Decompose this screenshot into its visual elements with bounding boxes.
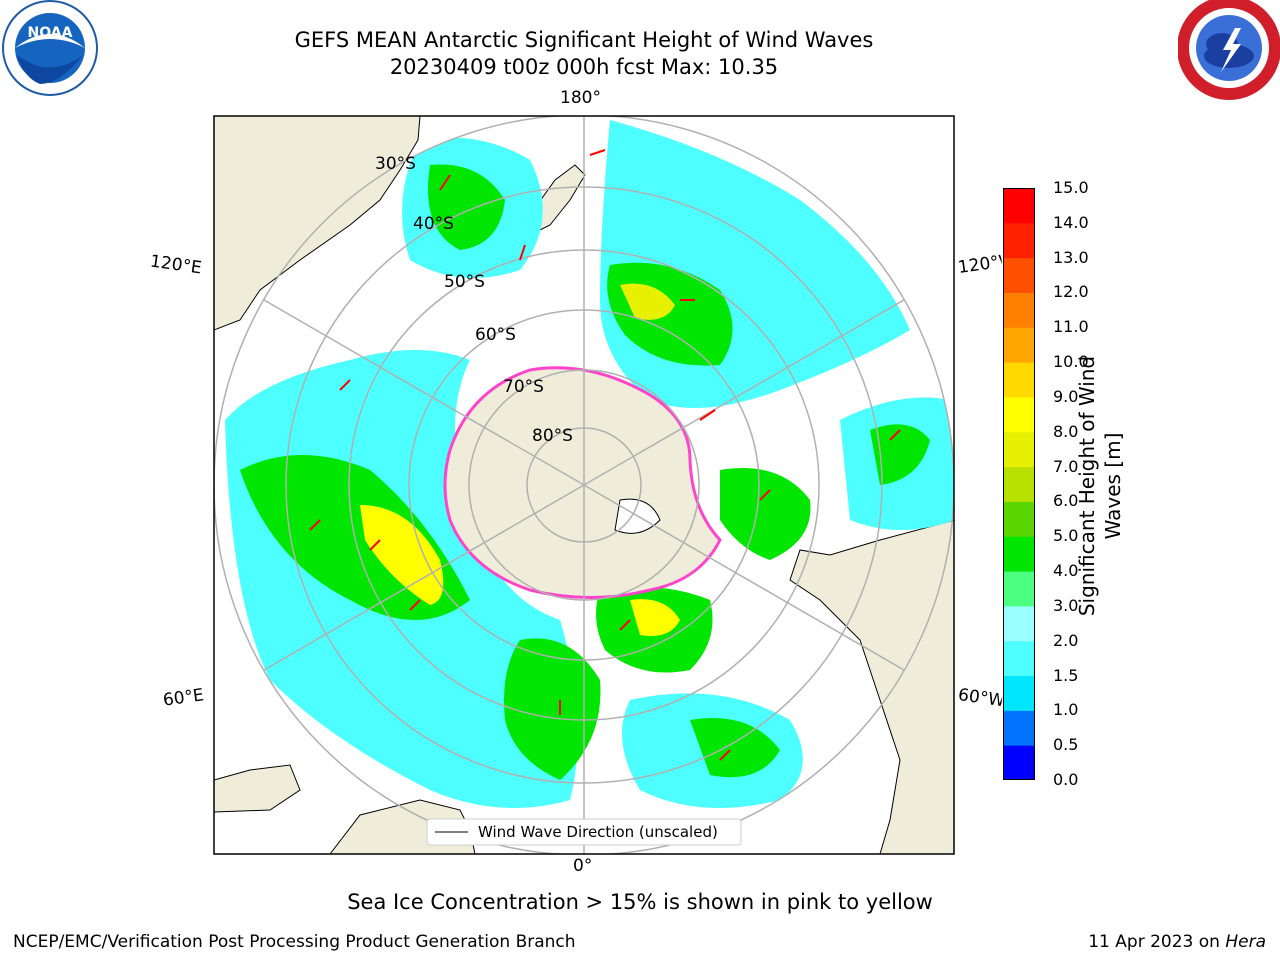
- chart-subtitle: 20230409 t00z 000h fcst Max: 10.35: [389, 55, 779, 79]
- colorbar-segment: [1003, 188, 1035, 224]
- colorbar: [1003, 188, 1035, 780]
- colorbar-segment: [1003, 571, 1035, 607]
- sea-ice-note: Sea Ice Concentration > 15% is shown in …: [347, 890, 933, 914]
- lat-label: 40°S: [413, 214, 454, 234]
- lat-label: 30°S: [375, 154, 416, 174]
- lon-label-lower-left: 60°E: [161, 685, 206, 711]
- colorbar-tick-label: 7.0: [1053, 456, 1079, 476]
- lat-label: 70°S: [503, 377, 544, 397]
- national-weather-service-logo-icon: [1178, 0, 1280, 100]
- madagascar-land: [214, 764, 301, 813]
- colorbar-tick-label: 12.0: [1053, 282, 1089, 302]
- colorbar-tick-label: 14.0: [1053, 212, 1089, 232]
- colorbar-segment: [1003, 222, 1035, 259]
- lon-label-upper-right: 120°W: [956, 252, 1004, 278]
- colorbar-tick-label: 5.0: [1053, 526, 1079, 546]
- colorbar-tick-label: 0.0: [1053, 770, 1079, 789]
- colorbar-segment: [1003, 327, 1035, 363]
- colorbar-segment: [1003, 431, 1035, 468]
- lon-label-upper-left: 120°E: [148, 251, 203, 279]
- lon-label-bottom: 0°: [573, 856, 593, 876]
- colorbar-segment: [1003, 605, 1035, 642]
- chart-title: GEFS MEAN Antarctic Significant Height o…: [294, 28, 874, 52]
- footer-date-text: 11 Apr 2023 on: [1088, 932, 1226, 952]
- colorbar-segment: [1003, 501, 1035, 537]
- colorbar-segment: [1003, 536, 1035, 572]
- colorbar-tick-label: 15.0: [1053, 178, 1089, 197]
- colorbar-segment: [1003, 466, 1035, 502]
- lon-label-top: 180°: [560, 88, 601, 108]
- colorbar-segment: [1003, 745, 1035, 780]
- colorbar-segment: [1003, 710, 1035, 746]
- colorbar-tick-label: 6.0: [1053, 491, 1079, 511]
- colorbar-tick-label: 0.5: [1053, 735, 1079, 755]
- colorbar-frame: [1003, 188, 1035, 780]
- colorbar-tick-label: 13.0: [1053, 247, 1089, 267]
- colorbar-tick-label: 4.0: [1053, 561, 1079, 581]
- colorbar-tick-label: 8.0: [1053, 421, 1079, 441]
- south-america-land: [789, 519, 954, 854]
- colorbar-segment: [1003, 396, 1035, 433]
- colorbar-label: Significant Height of Wind Waves [m]: [1075, 355, 1125, 617]
- colorbar-segment: [1003, 362, 1035, 398]
- colorbar-tick-label: 10.0: [1053, 352, 1089, 372]
- colorbar-tick-label: 11.0: [1053, 317, 1089, 337]
- lat-label: 60°S: [475, 325, 516, 345]
- lat-label: 50°S: [444, 272, 485, 292]
- polar-map: Wind Wave Direction (unscaled) 30°S 40°S…: [213, 115, 955, 855]
- australia-land: [214, 116, 421, 331]
- lat-label: 80°S: [532, 426, 573, 446]
- footer-credit: NCEP/EMC/Verification Post Processing Pr…: [13, 932, 576, 952]
- colorbar-segment: [1003, 675, 1035, 711]
- colorbar-segment: [1003, 640, 1035, 677]
- noaa-logo-icon: NOAA: [2, 0, 98, 96]
- legend-label: Wind Wave Direction (unscaled): [478, 823, 718, 841]
- footer-date: 11 Apr 2023 on Hera: [1088, 932, 1266, 952]
- footer-machine: Hera: [1225, 932, 1266, 952]
- colorbar-segment: [1003, 292, 1035, 328]
- colorbar-tick-label: 1.0: [1053, 700, 1079, 720]
- colorbar-tick-label: 2.0: [1053, 630, 1079, 650]
- colorbar-tick-label: 1.5: [1053, 665, 1079, 685]
- noaa-logo-text: NOAA: [28, 25, 73, 41]
- antarctica-land: [443, 366, 722, 599]
- colorbar-tick-label: 3.0: [1053, 595, 1079, 615]
- colorbar-segment: [1003, 257, 1035, 293]
- colorbar-tick-label: 9.0: [1053, 386, 1079, 406]
- lon-label-lower-right: 60°W: [956, 685, 1004, 711]
